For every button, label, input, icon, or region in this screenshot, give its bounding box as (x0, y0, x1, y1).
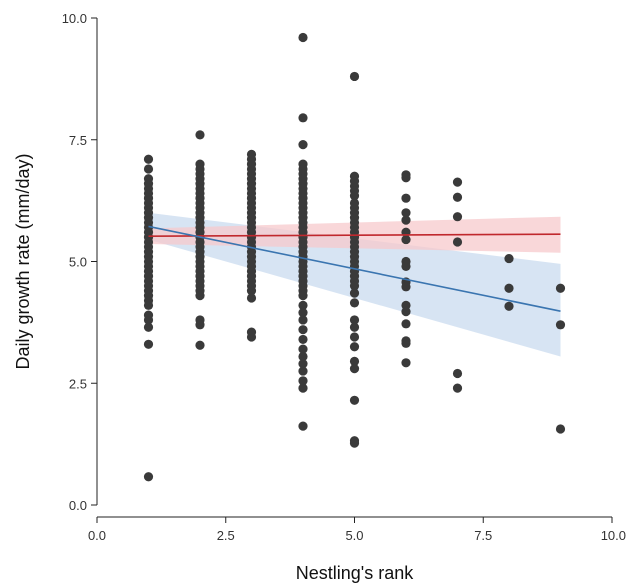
data-point (401, 208, 411, 218)
data-point (349, 342, 360, 352)
data-point (298, 421, 308, 431)
data-point (401, 319, 411, 329)
y-tick-label: 7.5 (69, 133, 87, 148)
data-point (349, 281, 360, 291)
data-point (298, 308, 308, 318)
data-point (349, 71, 360, 82)
x-axis (96, 516, 613, 523)
data-point (349, 332, 360, 342)
data-point (195, 130, 205, 140)
data-point (401, 261, 411, 271)
x-tick-label: 10.0 (601, 528, 626, 543)
data-point (349, 298, 360, 308)
data-point (195, 290, 205, 301)
data-point (452, 212, 463, 222)
data-point (401, 358, 411, 368)
y-tick-label: 2.5 (69, 376, 87, 391)
y-tick-label: 0.0 (69, 498, 87, 513)
data-point (298, 290, 308, 301)
data-point (298, 300, 308, 310)
data-point (298, 344, 308, 354)
data-point (401, 282, 411, 292)
data-point (349, 288, 360, 298)
data-point (452, 237, 463, 247)
red-regression-line (148, 233, 561, 237)
data-point (298, 359, 308, 369)
data-point (401, 300, 411, 310)
data-point (143, 300, 154, 310)
data-point (401, 307, 411, 317)
data-point (143, 472, 154, 482)
data-point (298, 351, 308, 362)
data-point (504, 253, 514, 264)
data-point (195, 320, 205, 330)
data-point (246, 293, 257, 303)
data-point (452, 177, 463, 187)
data-point (349, 395, 360, 405)
data-point (298, 325, 308, 335)
y-axis (91, 17, 98, 506)
data-point (143, 315, 154, 325)
data-point (555, 320, 566, 330)
data-point (298, 32, 308, 43)
data-point (401, 173, 411, 183)
data-point (298, 334, 308, 345)
data-point (143, 322, 154, 332)
data-point (298, 140, 308, 150)
data-point (298, 383, 308, 393)
data-point (143, 154, 154, 164)
data-point (401, 234, 411, 245)
data-point (349, 322, 360, 332)
regression-lines (148, 225, 561, 312)
data-point (555, 424, 566, 434)
y-tick-label: 5.0 (69, 255, 87, 270)
x-tick-label: 0.0 (88, 528, 106, 543)
data-point (349, 315, 360, 325)
data-point (349, 364, 360, 374)
x-tick-label: 5.0 (345, 528, 363, 543)
data-point (298, 366, 308, 376)
data-point (349, 438, 360, 448)
data-point (401, 193, 411, 203)
data-point (349, 356, 360, 366)
data-point (452, 383, 463, 393)
data-point (298, 376, 308, 386)
x-tick-label: 7.5 (474, 528, 492, 543)
data-point (401, 338, 411, 348)
blue-regression-line (148, 225, 561, 312)
data-point (452, 192, 463, 202)
data-point (246, 332, 257, 342)
data-point (143, 164, 154, 174)
data-point (143, 339, 154, 349)
data-point (195, 340, 205, 350)
data-points (143, 32, 566, 482)
data-point (349, 191, 360, 201)
data-point (504, 301, 514, 311)
data-point (504, 283, 514, 293)
y-tick-label: 10.0 (62, 11, 87, 26)
data-point (452, 368, 463, 379)
x-axis-title: Nestling's rank (296, 563, 414, 583)
data-point (246, 286, 257, 296)
x-tick-label: 2.5 (217, 528, 235, 543)
y-axis-title: Daily growth rate (mm/day) (13, 153, 33, 369)
data-point (298, 113, 308, 123)
data-point (298, 315, 308, 325)
data-point (555, 283, 566, 293)
data-point (401, 215, 411, 225)
